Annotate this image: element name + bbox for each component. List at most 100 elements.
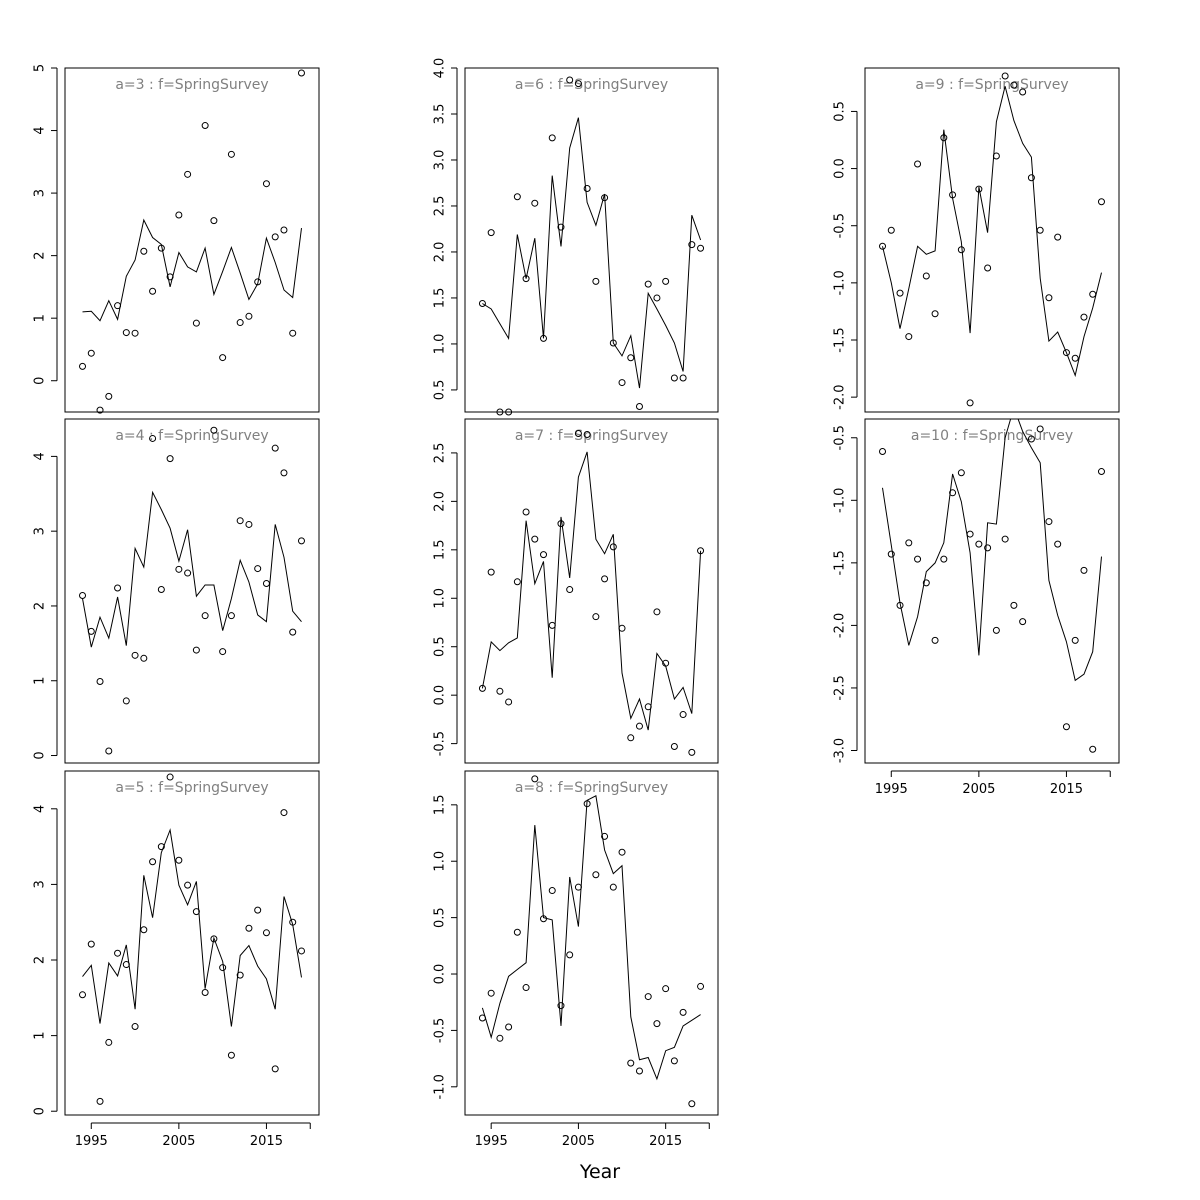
observed-point [1045, 518, 1053, 526]
observed-point [184, 569, 192, 577]
y-tick-label: 1.5 [433, 794, 448, 815]
x-tick-label: 2005 [162, 1134, 195, 1149]
observed-point [166, 273, 174, 281]
observed-point [540, 334, 548, 342]
observed-point [262, 929, 270, 937]
y-tick-label: 2.0 [433, 242, 448, 263]
panel-title: a=8 : f=SpringSurvey [515, 780, 668, 796]
observed-point [592, 871, 600, 879]
fitted-series-line [481, 451, 702, 731]
observed-point [531, 199, 539, 207]
fitted-series-line [481, 795, 701, 1081]
observed-point [653, 608, 661, 616]
observed-point [697, 982, 705, 990]
observed-point [149, 858, 157, 866]
observed-point [487, 229, 495, 237]
observed-point [697, 244, 705, 252]
observed-point [688, 1100, 696, 1108]
observed-point [966, 530, 974, 538]
observed-point [227, 150, 235, 158]
observed-point [496, 408, 504, 416]
observed-point [297, 537, 305, 545]
panel-6: -1.0 -0.5 0.0 0.5 1.0 1.5 1995 2005 2015 a=8 : f=… [433, 770, 719, 1149]
y-tick-label: -2.0 [833, 384, 848, 409]
observed-point [289, 628, 297, 636]
observed-point [192, 319, 200, 327]
y-tick-label: -1.0 [833, 270, 848, 295]
y-tick-label: 1 [33, 1031, 48, 1039]
y-tick-label: -2.0 [833, 613, 848, 638]
observed-point [975, 540, 983, 548]
observed-point [1062, 723, 1070, 731]
observed-point [210, 426, 218, 434]
panel-5: -0.5 0.0 0.5 1.0 1.5 2.0 2.5 a=7 : f=SpringSurv… [433, 418, 719, 764]
observed-point [254, 565, 262, 573]
panel-frame [64, 67, 320, 413]
fitted-series-line [482, 117, 702, 389]
observed-point [887, 226, 895, 234]
observed-point [271, 233, 279, 241]
y-tick-label: 3 [33, 189, 48, 197]
observed-point [1054, 233, 1062, 241]
observed-point [679, 711, 687, 719]
observed-point [583, 184, 591, 192]
x-tick-label: 1995 [75, 1134, 108, 1149]
observed-point [175, 856, 183, 864]
observed-point [297, 69, 305, 77]
observed-point [513, 193, 521, 201]
observed-point [957, 246, 965, 254]
observed-point [618, 379, 626, 387]
observed-point [922, 579, 930, 587]
observed-point [992, 626, 1000, 634]
observed-point [280, 809, 288, 817]
observed-point [635, 1067, 643, 1075]
y-tick-label: -0.5 [433, 1018, 448, 1043]
x-tick-label: 1995 [875, 782, 908, 797]
observed-point [131, 1023, 139, 1031]
y-axis: -0.5 0.0 0.5 1.0 1.5 2.0 2.5 [433, 443, 458, 756]
y-axis: 0 1 2 3 4 [33, 452, 58, 760]
y-axis: 0 1 2 3 4 5 [33, 64, 58, 385]
observed-point [87, 940, 95, 948]
observed-point [210, 935, 218, 943]
observed-point [670, 743, 678, 751]
observed-point [201, 612, 209, 620]
y-tick-label: 3 [33, 527, 48, 535]
y-tick-label: 3 [33, 880, 48, 888]
observed-point [262, 180, 270, 188]
observed-point [505, 1023, 513, 1031]
observed-point [679, 374, 687, 382]
observed-point [1071, 354, 1079, 362]
observed-point [1097, 198, 1105, 206]
x-tick-label: 2005 [962, 782, 995, 797]
observed-point [540, 551, 548, 559]
y-tick-label: 2 [33, 602, 48, 610]
observed-point [670, 374, 678, 382]
y-tick-label: 1 [33, 677, 48, 685]
observed-point [478, 1014, 486, 1022]
y-tick-label: 4 [33, 805, 48, 813]
observed-point [905, 333, 913, 341]
x-axis-title: Year [579, 1161, 620, 1183]
observed-point [662, 277, 670, 285]
observed-point [140, 654, 148, 662]
observed-point [566, 951, 574, 959]
fitted-series-line [882, 419, 1102, 682]
y-tick-label: 0.5 [433, 907, 448, 928]
observed-point [557, 1002, 565, 1010]
observed-point [280, 226, 288, 234]
y-tick-label: -1.5 [833, 550, 848, 575]
y-tick-label: 2.5 [433, 443, 448, 464]
observed-point [975, 185, 983, 193]
observed-point [96, 677, 104, 685]
panel-frame [64, 418, 320, 764]
observed-point [1019, 88, 1027, 96]
observed-point [896, 601, 904, 609]
observed-point [1036, 425, 1044, 433]
panel-2: 0 1 2 3 4 a=4 : f=SpringSurvey [33, 418, 320, 764]
observed-point [122, 961, 130, 969]
y-tick-label: 0 [33, 1107, 48, 1115]
y-tick-label: -1.5 [833, 327, 848, 352]
observed-point [122, 329, 130, 337]
y-tick-label: 1.5 [433, 288, 448, 309]
